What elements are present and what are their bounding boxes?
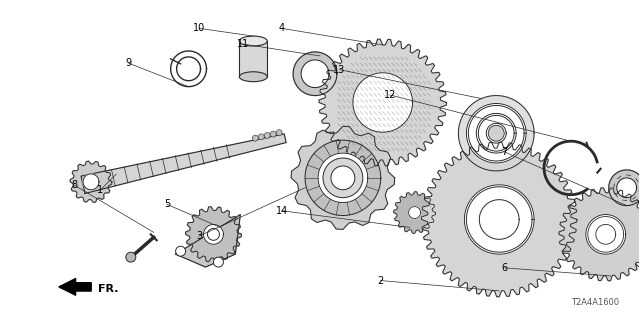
Text: 1: 1 [97,185,103,195]
Text: T2A4A1600: T2A4A1600 [571,298,619,307]
Text: 6: 6 [502,263,508,273]
Polygon shape [83,174,99,190]
Polygon shape [617,178,637,198]
Polygon shape [353,73,413,132]
Polygon shape [171,51,207,87]
Polygon shape [486,123,506,143]
Circle shape [214,257,223,267]
Polygon shape [81,134,286,194]
Polygon shape [458,96,534,171]
Text: 9: 9 [126,58,132,68]
Circle shape [331,166,355,190]
Text: 13: 13 [333,65,345,75]
Polygon shape [319,39,447,166]
Circle shape [252,135,259,141]
Circle shape [126,252,136,262]
Polygon shape [318,153,368,203]
Circle shape [207,228,220,240]
Text: 11: 11 [237,39,250,49]
Polygon shape [467,103,526,163]
Text: FR.: FR. [98,284,118,294]
Bar [239,41,268,77]
Ellipse shape [239,36,268,46]
Polygon shape [596,224,616,244]
Polygon shape [467,187,532,252]
Circle shape [276,130,282,136]
Text: 10: 10 [193,23,205,33]
Text: 7: 7 [502,147,508,157]
Polygon shape [204,224,223,244]
Text: 14: 14 [276,206,288,216]
Polygon shape [177,57,200,81]
Polygon shape [588,217,623,252]
Polygon shape [394,192,435,233]
Polygon shape [186,207,241,262]
Text: 5: 5 [164,199,170,209]
Polygon shape [408,207,420,219]
Text: 8: 8 [72,180,77,190]
Circle shape [264,132,270,139]
Ellipse shape [239,72,268,82]
Circle shape [259,134,264,140]
Polygon shape [479,200,519,239]
Circle shape [175,246,186,256]
Polygon shape [468,106,524,161]
FancyArrowPatch shape [59,278,92,295]
Polygon shape [422,142,577,297]
Polygon shape [586,214,626,254]
Polygon shape [301,60,329,88]
Polygon shape [478,116,514,151]
Circle shape [323,158,363,198]
Text: 3: 3 [196,231,202,241]
Circle shape [270,131,276,137]
Polygon shape [609,170,640,206]
Polygon shape [70,161,112,203]
Text: 12: 12 [384,90,396,100]
Text: 2: 2 [378,276,383,285]
Polygon shape [175,214,241,267]
Text: 4: 4 [278,23,285,33]
Polygon shape [559,188,640,281]
Circle shape [488,125,504,141]
Polygon shape [293,52,337,96]
Polygon shape [476,113,516,153]
Polygon shape [465,185,534,254]
Polygon shape [305,140,381,215]
Polygon shape [291,126,395,229]
